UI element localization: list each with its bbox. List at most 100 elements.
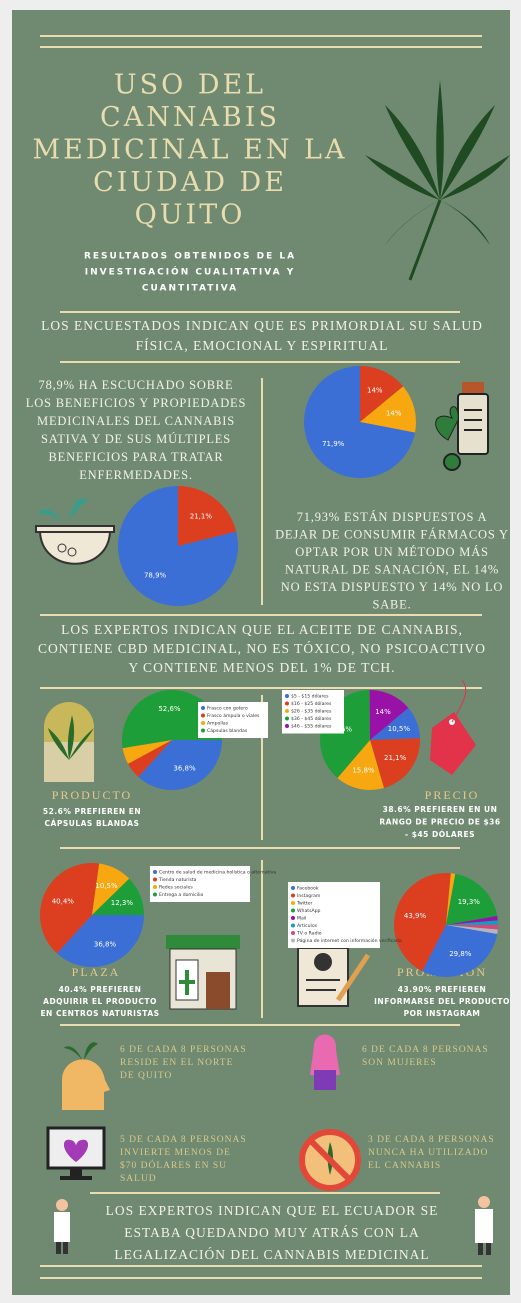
legend-label: Frasco ámpula o viales [207, 712, 260, 719]
section-text: POR INSTAGRAM [404, 1009, 481, 1018]
legend-box [150, 866, 250, 902]
slice-label: 12,3% [111, 899, 134, 907]
body-line: NATURAL DE SANACIÓN, EL 14% [285, 562, 499, 576]
slice-label: 21,1% [190, 513, 213, 521]
closing-line: LEGALIZACIÓN DEL CANNABIS MEDICINAL [114, 1247, 429, 1262]
legend-box [282, 690, 344, 734]
legend-swatch [291, 931, 295, 935]
legend-label: Tienda naturista [158, 877, 197, 883]
body-line: DEJAR DE CONSUMIR FÁRMACOS Y [275, 527, 509, 541]
stat-line: EL CANNABIS [368, 1161, 441, 1171]
slice-label: 14% [375, 708, 391, 716]
pie-slice [360, 386, 417, 433]
pie-slice [178, 486, 237, 546]
pie-slice [118, 486, 239, 606]
stat-line: $70 DÓLARES EN SU [120, 1159, 227, 1171]
pie-slice [370, 707, 420, 740]
body-line: SABE. [372, 597, 411, 611]
subtitle-line: INVESTIGACIÓN CUALITATIVA Y [85, 266, 295, 278]
legend-swatch [285, 694, 289, 698]
stat-line: SALUD [120, 1174, 157, 1184]
expert-line: LOS EXPERTOS INDICAN QUE EL ACEITE DE CA… [61, 622, 463, 637]
legend-label: Redes sociales [159, 885, 193, 891]
stat-line: 5 DE CADA 8 PERSONAS [120, 1135, 247, 1145]
body-line: LOS BENEFICIOS Y PROPIEDADES [26, 396, 246, 410]
legend-label: Mail [297, 916, 306, 922]
body-line: OPTAR POR UN MÉTODO MÁS [295, 545, 489, 559]
pie-slice [446, 873, 498, 925]
doctor-icon [475, 1196, 493, 1255]
title-line: USO DEL [114, 70, 266, 101]
title-line: MEDICINAL EN LA [33, 135, 348, 166]
stat-line: 6 DE CADA 8 PERSONAS [120, 1045, 247, 1055]
legend-swatch [153, 885, 157, 889]
section-text: 40.4% PREFIEREN [59, 985, 142, 994]
title-line: CIUDAD DE [93, 167, 287, 198]
section-text: 38.6% PREFIEREN EN UN [383, 805, 498, 814]
pie-chart: 36,8% 40,4% 10,5% 12,3% [40, 863, 145, 968]
legend-swatch [291, 923, 295, 928]
slice-label: 19,3% [458, 898, 481, 906]
closing-line: ESTABA QUEDANDO MUY ATRÁS CON LA [124, 1225, 420, 1240]
pie-slice [337, 740, 384, 790]
legend-swatch [201, 713, 205, 718]
price-tag-icon [430, 679, 476, 775]
stat-line: NUNCA HA UTILIZADO [368, 1148, 488, 1158]
slice-label: 21,1% [384, 754, 407, 762]
body-line: SATIVA Y DE SUS MÚLTIPLES [41, 432, 231, 446]
section-heading: PRODUCTO [52, 788, 132, 802]
stat-line: DE QUITO [120, 1071, 172, 1081]
mortar-icon [35, 498, 115, 565]
store-icon [166, 935, 240, 1010]
pie-slice [56, 915, 145, 968]
legend-label: $16 - $25 dólares [291, 700, 332, 707]
legend-box [288, 882, 380, 948]
subtitle-line: RESULTADOS OBTENIDOS DE LA [84, 252, 296, 262]
pie-slice [446, 924, 498, 930]
pie-slice [446, 873, 456, 925]
pie-slice [360, 366, 404, 422]
slice-label: 10,5% [95, 882, 118, 890]
legend-swatch [285, 724, 289, 728]
slice-label: 40,4% [52, 897, 75, 905]
legend-label: Centro de salud de medicina holística o … [159, 869, 276, 876]
body-line: 71,93% ESTÁN DISPUESTOS A [297, 510, 488, 524]
pie-slice [393, 873, 451, 972]
intro-line: LOS ENCUESTADOS INDICAN QUE ES PRIMORDIA… [41, 318, 483, 333]
title-line: CANNABIS [100, 102, 280, 133]
woman-icon [310, 1034, 340, 1090]
section-text: CÁPSULAS BLANDAS [45, 819, 140, 828]
slice-label: 36,8% [173, 764, 196, 772]
legend-label: $46 - $55 dólares [291, 723, 332, 730]
capsule-icon [44, 702, 94, 782]
stat-line: INVIERTE MENOS DE [120, 1148, 231, 1158]
slice-label: 29,8% [449, 950, 472, 958]
pie-slice [446, 915, 498, 925]
pie-chart: 21,1% 78,9% [118, 486, 239, 606]
pie-slice [121, 689, 222, 749]
legend-swatch [291, 916, 295, 920]
slice-label: 15,8% [352, 766, 375, 774]
pie-slice [446, 925, 498, 935]
legend-box [198, 702, 268, 738]
legend-swatch [285, 709, 289, 713]
legend-swatch [291, 901, 295, 905]
section-text: EN CENTROS NATURISTAS [40, 1009, 159, 1018]
slice-label: 14% [386, 409, 402, 417]
pie-slice [128, 740, 172, 777]
head-icon [62, 1042, 110, 1110]
legend-label: WhatsApp [297, 908, 321, 914]
legend-label: Cápsulas blandas [207, 727, 248, 734]
stat-line: SON MUJERES [362, 1058, 437, 1068]
slice-label: 36,8% [94, 941, 117, 949]
legend-label: $36 - $45 dólares [291, 715, 332, 722]
document-icon [297, 947, 371, 1007]
pie-slice [92, 863, 130, 915]
pie-chart: 36,8% 52,6% [121, 689, 222, 791]
body-line: 78,9% HA ESCUCHADO SOBRE [39, 378, 234, 392]
legend-swatch [291, 893, 295, 898]
legend-swatch [201, 728, 205, 733]
legend-label: TV o Radio [296, 931, 322, 937]
